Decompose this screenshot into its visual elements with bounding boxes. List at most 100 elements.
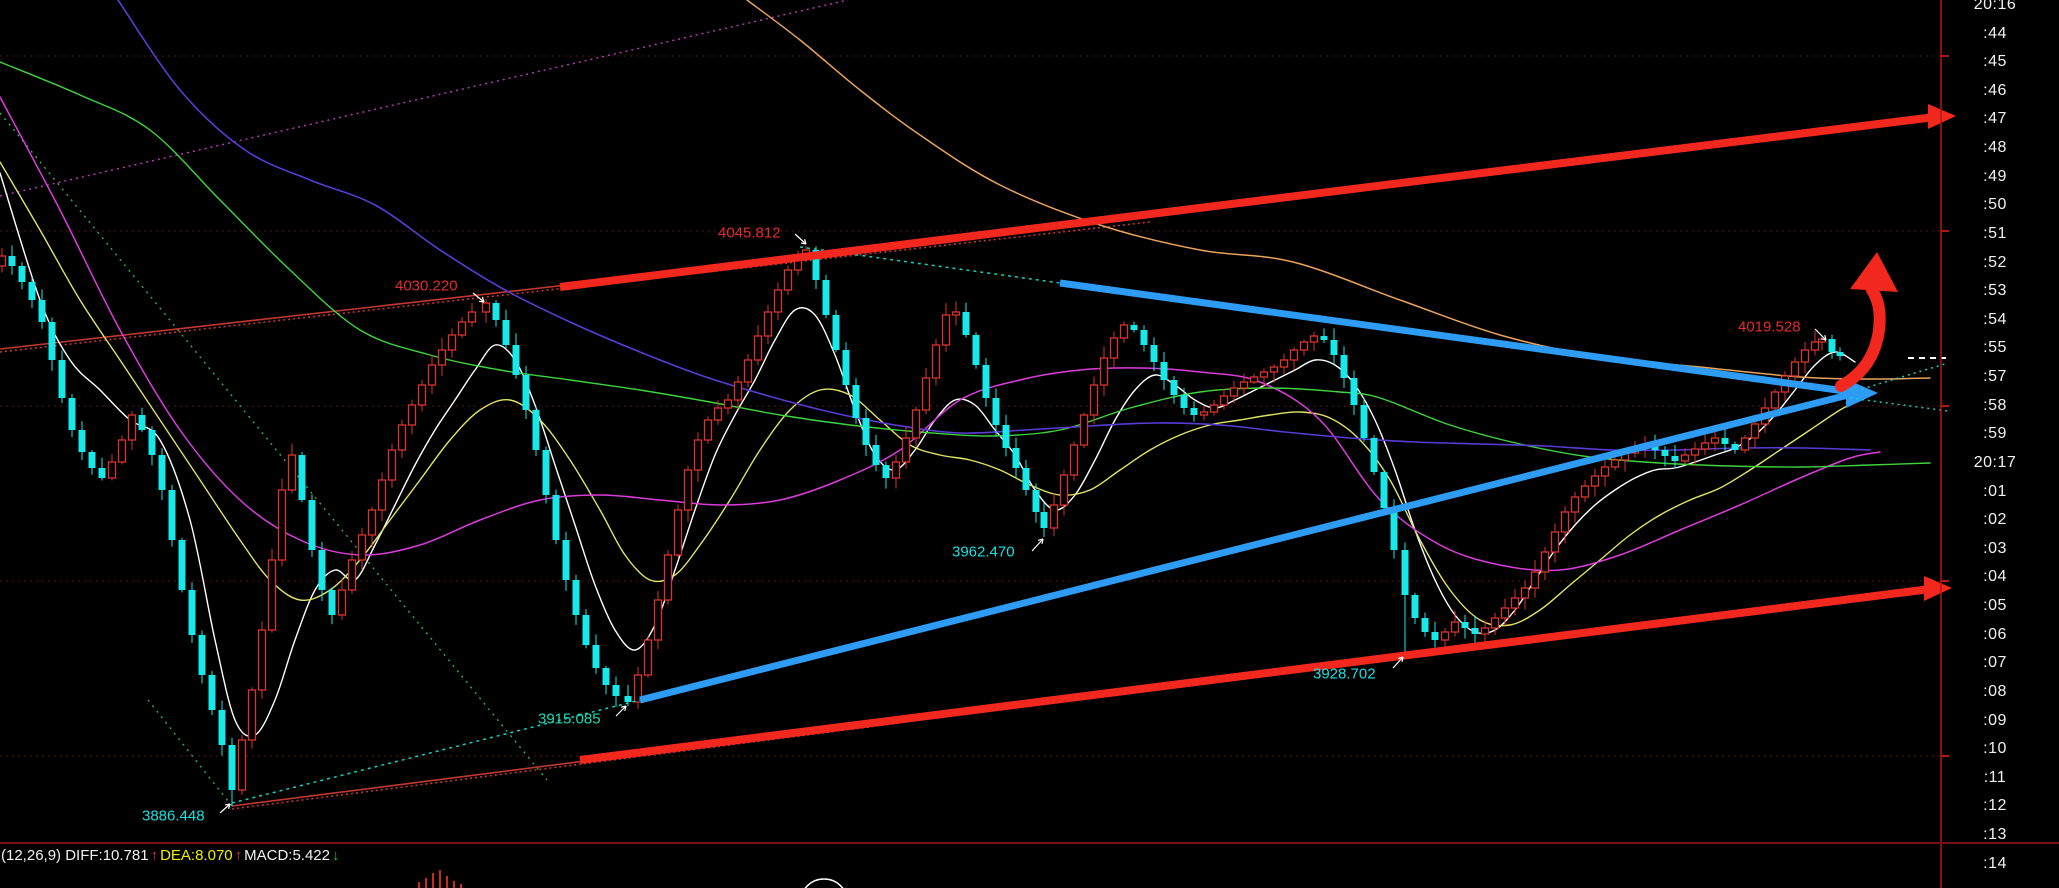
time-axis-label: :10 [1983,740,2007,758]
candle-body-down [624,696,632,702]
watermark-circle-arc [804,878,844,888]
time-axis-label: :12 [1983,797,2007,815]
candle-body-up [437,349,447,366]
candle-body-up [1219,395,1229,406]
candle-body-down [68,398,76,430]
annotation-pointer-arrow-icon [1824,335,1827,341]
candle-body-down [18,266,26,282]
candle-body-up [1089,384,1099,416]
candle-body-down [98,468,106,478]
annotation-pointer-arrow-icon [472,292,485,303]
candle-body-down [168,490,176,540]
candle-body-up [653,599,663,641]
candle-body-up [267,559,277,631]
time-axis-label: :57 [1983,368,2007,386]
candle-body-up [237,739,247,791]
time-axis-label: :46 [1983,81,2007,99]
lower-channel-thick-line [579,585,1931,764]
candle-body-down [1190,408,1198,415]
candle-body-up [1750,423,1760,439]
ext-cyan-up-dotted [1861,362,1949,390]
candle-body-up [1229,387,1239,397]
candle-body-up [763,311,773,337]
candle-body-up [247,689,257,741]
candle-body-down [1360,405,1368,438]
candle-body-down [872,445,880,465]
candle-body-down [178,540,186,590]
candle-body-up [1289,349,1299,361]
candle-body-down [1330,340,1338,355]
candle-body-up [673,509,683,556]
candle-body-up [1500,607,1510,619]
wedge-lower-thick-line [639,390,1853,704]
magenta-dotted-trendline [0,0,849,197]
candle-body-up [1530,571,1540,589]
candle-body-down [1671,456,1679,461]
candle-body-up [357,534,367,561]
candle-body-up [643,639,653,676]
diff-up-arrow-icon: ↑ [150,847,159,864]
candle-body-down [822,280,830,315]
candle-body-up [931,344,941,379]
candle-body-up [911,409,921,439]
annotation-pointer-arrow-icon [1821,338,1827,341]
candle-body-down [1461,622,1469,628]
breakout-up-arrow-head-icon [1850,252,1898,292]
green-dotted-b-trendline [147,699,233,807]
time-axis-label: :08 [1983,682,2007,700]
candle-body-up [1610,459,1620,468]
candle-body-up [407,404,417,426]
candle-body-down [962,312,970,335]
candle-body-up [1079,414,1089,446]
time-axis-label: :06 [1983,625,2007,643]
time-axis-label: :52 [1983,253,2007,271]
candle-body-up [713,407,723,421]
candle-body-up [367,509,377,536]
annotation-pointer-arrow-icon [1031,538,1044,552]
candle-body-down [852,385,860,418]
candle-body-up [891,461,901,479]
annotation-pointer-arrow-icon [1041,538,1044,545]
candle-body-up [467,311,477,323]
annotation-pointer-arrow-icon [621,705,627,708]
candle-body-up [1259,371,1269,378]
time-axis-label: :11 [1983,768,2007,786]
candle-body-up [447,334,457,351]
candle-body-up [257,629,267,691]
candle-body-up [337,589,347,616]
candle-body-down [1350,378,1358,405]
candle-body-down [1401,550,1409,595]
candle-body-up [1209,404,1219,413]
candle-body-down [1661,450,1669,456]
candle-body-up [0,255,7,267]
candle-body-down [522,375,530,410]
time-axis-label: :48 [1983,139,2007,157]
candle-body-up [901,437,911,463]
candle-body-up [427,364,437,386]
candle-body-up [457,321,467,336]
candle-body-up [1560,511,1570,533]
candle-body-down [138,415,146,430]
price-annotation-label: 3928.702 [1313,665,1376,683]
time-axis-label: :59 [1983,425,2007,443]
candle-body-up [1740,437,1750,451]
candle-body-down [1431,632,1439,640]
candle-body-down [1170,380,1178,395]
time-axis-label: :53 [1983,282,2007,300]
candle-body-up [1700,442,1710,450]
candle-body-down [318,550,326,590]
ma-line-magenta [0,96,1881,572]
candle-body-up [277,489,287,561]
candle-body-up [683,469,693,511]
time-axis-label: 20:16 [1973,0,2017,13]
candle-body-down [882,465,890,478]
candle-body-up [1450,621,1460,633]
candle-body-up [1580,485,1590,498]
price-annotation-label: 4019.528 [1738,318,1801,336]
candle-body-down [1012,448,1020,468]
candle-body-down [218,710,226,745]
candle-body-down [1032,490,1040,512]
wedge-lower-dotted [231,699,641,804]
annotation-pointer-arrow-icon [227,803,231,809]
